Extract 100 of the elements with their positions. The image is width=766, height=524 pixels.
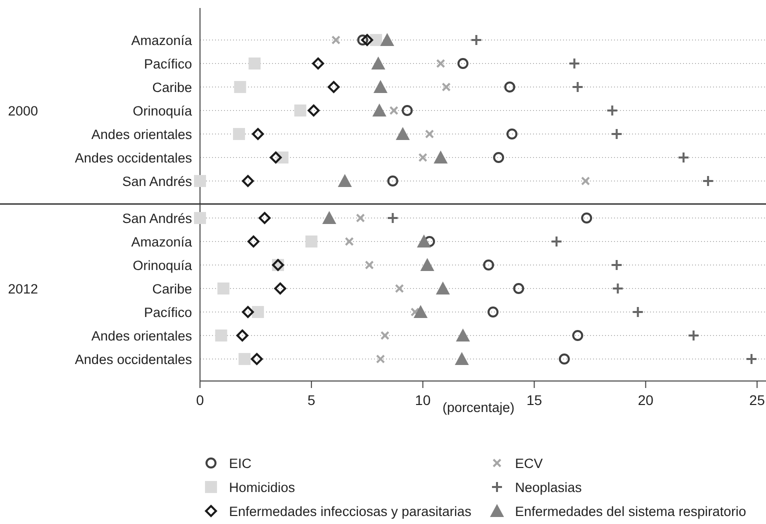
y-tick-label: San Andrés	[122, 174, 192, 189]
point	[632, 306, 644, 318]
point	[252, 128, 264, 140]
y-tick-label: Amazonía	[131, 33, 192, 48]
point	[678, 152, 690, 164]
point	[236, 330, 248, 342]
point	[364, 260, 374, 270]
point	[610, 259, 623, 271]
point	[434, 150, 448, 164]
point	[250, 353, 263, 365]
point	[688, 330, 700, 342]
point	[416, 234, 431, 248]
point	[702, 175, 714, 187]
point	[248, 58, 261, 70]
legend-label: Neoplasias	[515, 480, 582, 495]
y-axis-title: 2000	[8, 104, 38, 118]
point	[424, 236, 436, 247]
point	[418, 153, 428, 162]
y-tick-label: Pacífico	[144, 305, 192, 320]
legend-label: Enfermedades del sistema respiratorio	[515, 504, 746, 519]
point	[322, 211, 336, 224]
point	[457, 58, 468, 69]
x-tick-label: 20	[638, 392, 654, 408]
point	[380, 33, 394, 46]
point	[371, 56, 386, 70]
point	[357, 34, 368, 46]
x-tick-label: 15	[526, 392, 542, 408]
y-tick-label: Caribe	[152, 80, 192, 95]
point	[456, 328, 470, 342]
point	[308, 104, 320, 116]
y-tick-label: Andes occidentales	[74, 352, 192, 367]
point	[414, 305, 428, 318]
point	[606, 104, 618, 116]
point	[454, 352, 469, 365]
point	[234, 81, 246, 93]
point	[425, 130, 434, 138]
point	[194, 175, 206, 187]
point	[386, 212, 399, 224]
point	[506, 128, 518, 140]
point	[294, 104, 306, 116]
x-tick-label: 10	[415, 392, 431, 408]
legend-label: EIC	[229, 456, 252, 471]
point	[258, 212, 271, 224]
point	[420, 258, 434, 271]
point	[194, 212, 206, 224]
point	[242, 306, 254, 318]
point	[746, 353, 758, 365]
point	[442, 82, 451, 92]
point	[513, 283, 524, 294]
point	[215, 330, 228, 342]
point	[344, 237, 354, 246]
x-tick-label: 5	[308, 392, 316, 408]
point	[305, 236, 318, 248]
x-tick-label: 25	[749, 392, 766, 408]
point	[356, 214, 365, 222]
point	[504, 82, 516, 92]
point	[328, 81, 340, 93]
y-tick-label: Andes orientales	[91, 328, 192, 344]
y-tick-label: Pacífico	[144, 56, 192, 72]
point	[402, 105, 413, 116]
point	[572, 81, 584, 93]
point	[394, 284, 404, 293]
point	[410, 308, 420, 316]
point	[372, 104, 386, 116]
point	[581, 176, 590, 186]
y-tick-label: San Andrés	[122, 211, 192, 226]
legend-label: Homicidios	[229, 480, 296, 495]
point	[488, 306, 499, 318]
point	[217, 282, 230, 294]
point	[610, 128, 623, 140]
y-tick-label: Amazonía	[131, 234, 192, 250]
point	[568, 58, 580, 70]
point	[312, 58, 324, 70]
point	[274, 282, 286, 294]
point	[612, 282, 624, 294]
point	[252, 306, 264, 318]
point	[270, 152, 282, 164]
y-tick-label: Orinoquía	[132, 104, 192, 118]
x-tick-label: 0	[196, 392, 204, 408]
point	[558, 354, 570, 364]
point	[238, 353, 251, 365]
y-tick-label: Caribe	[152, 282, 192, 296]
y-tick-label: Andes occidentales	[74, 150, 192, 166]
point	[389, 106, 398, 115]
point	[550, 236, 563, 248]
point	[572, 330, 584, 341]
point	[436, 282, 450, 294]
point	[242, 175, 254, 187]
legend-label: Enfermedades infecciosas y parasitarias	[229, 504, 472, 519]
point	[581, 212, 592, 224]
y-tick-label: Andes orientales	[91, 127, 192, 142]
y-tick-label: Orinoquía	[132, 258, 192, 273]
point	[396, 127, 410, 140]
point	[338, 174, 352, 187]
point	[387, 176, 398, 186]
x-axis-title: (porcentaje)	[442, 400, 515, 415]
point	[376, 354, 385, 364]
point	[380, 331, 390, 340]
point	[232, 128, 245, 140]
point	[373, 80, 388, 93]
